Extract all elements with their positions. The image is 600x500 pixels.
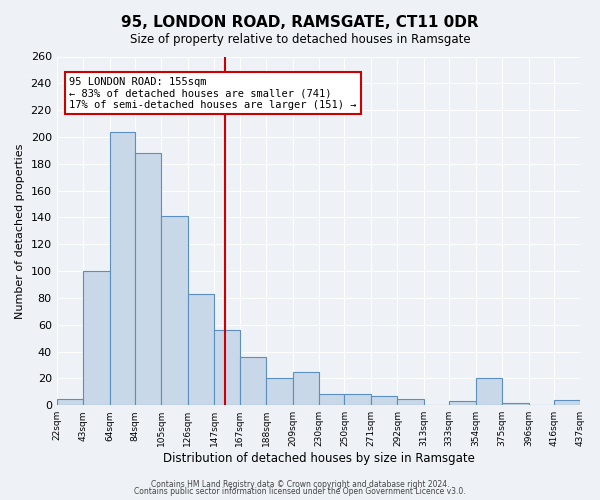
Bar	[214, 330, 239, 405]
Bar	[56, 398, 83, 405]
Bar	[110, 132, 135, 405]
Bar	[476, 378, 502, 405]
Text: Contains public sector information licensed under the Open Government Licence v3: Contains public sector information licen…	[134, 487, 466, 496]
Text: Contains HM Land Registry data © Crown copyright and database right 2024.: Contains HM Land Registry data © Crown c…	[151, 480, 449, 489]
Bar	[319, 394, 344, 405]
Text: 95 LONDON ROAD: 155sqm
← 83% of detached houses are smaller (741)
17% of semi-de: 95 LONDON ROAD: 155sqm ← 83% of detached…	[69, 76, 357, 110]
Bar	[554, 400, 580, 405]
X-axis label: Distribution of detached houses by size in Ramsgate: Distribution of detached houses by size …	[163, 452, 475, 465]
Y-axis label: Number of detached properties: Number of detached properties	[15, 143, 25, 318]
Bar	[83, 271, 110, 405]
Text: Size of property relative to detached houses in Ramsgate: Size of property relative to detached ho…	[130, 32, 470, 46]
Bar	[266, 378, 293, 405]
Bar	[371, 396, 397, 405]
Bar	[188, 294, 214, 405]
Bar	[293, 372, 319, 405]
Bar	[449, 401, 476, 405]
Bar	[161, 216, 188, 405]
Bar	[135, 153, 161, 405]
Bar	[502, 402, 529, 405]
Bar	[344, 394, 371, 405]
Text: 95, LONDON ROAD, RAMSGATE, CT11 0DR: 95, LONDON ROAD, RAMSGATE, CT11 0DR	[121, 15, 479, 30]
Bar	[397, 398, 424, 405]
Bar	[239, 357, 266, 405]
